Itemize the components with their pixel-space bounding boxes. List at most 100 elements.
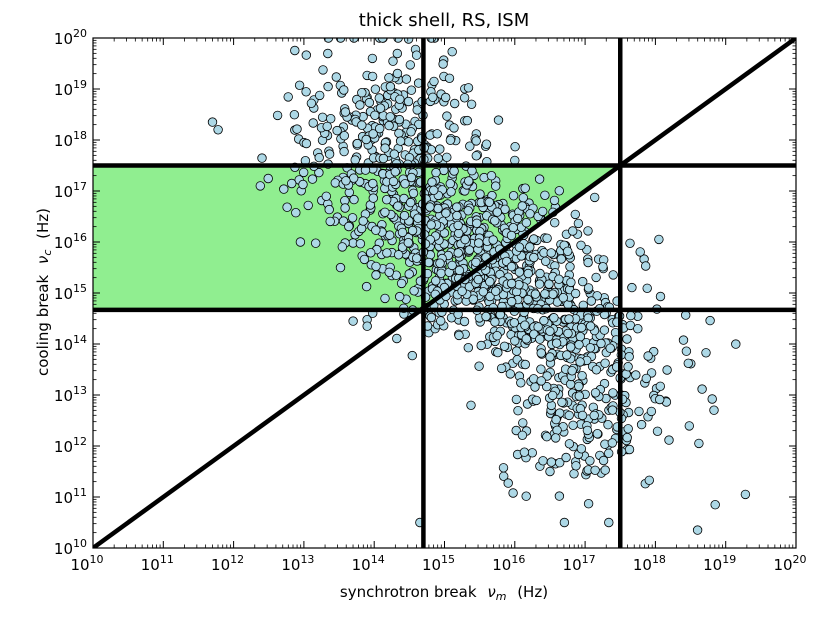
data-point <box>413 213 423 223</box>
data-point <box>583 257 593 268</box>
data-point <box>308 118 318 128</box>
data-point <box>598 455 609 466</box>
data-point <box>511 346 522 356</box>
data-point <box>507 296 517 307</box>
data-point <box>574 340 584 350</box>
data-point <box>554 491 565 501</box>
data-point <box>395 291 405 302</box>
data-point <box>292 124 302 134</box>
data-point <box>535 268 545 279</box>
data-point <box>598 262 608 272</box>
data-point <box>554 274 564 284</box>
data-point <box>279 184 289 194</box>
data-point <box>558 293 569 303</box>
data-point <box>367 71 378 82</box>
data-point <box>641 373 652 384</box>
data-point <box>643 351 653 361</box>
data-point <box>431 276 441 286</box>
data-point <box>545 352 555 362</box>
data-point <box>388 56 398 66</box>
data-point <box>257 153 267 163</box>
data-point <box>341 176 351 186</box>
data-point <box>475 189 485 199</box>
data-point <box>573 218 584 229</box>
data-point <box>589 410 599 421</box>
data-point <box>531 395 542 406</box>
data-point <box>511 425 521 436</box>
data-point <box>382 194 392 205</box>
data-point <box>403 96 414 107</box>
data-point <box>371 261 381 272</box>
data-point <box>321 191 332 202</box>
x-tick-label: 1015 <box>422 553 455 574</box>
data-point <box>536 348 546 358</box>
data-point <box>384 267 394 278</box>
data-point <box>636 419 647 430</box>
data-point <box>514 242 525 252</box>
data-point <box>492 207 503 217</box>
data-point <box>520 320 530 330</box>
data-point <box>465 141 475 151</box>
data-point <box>525 242 535 252</box>
data-point <box>513 213 523 224</box>
data-point <box>608 270 618 280</box>
data-point <box>348 316 358 326</box>
data-point <box>339 85 349 95</box>
data-point <box>350 155 360 165</box>
data-point <box>441 92 451 103</box>
axes-layer <box>92 37 797 549</box>
y-tick-label: 1012 <box>54 435 87 456</box>
data-point <box>583 226 593 236</box>
data-point <box>332 125 342 136</box>
data-point <box>540 289 550 299</box>
data-point <box>518 418 528 428</box>
x-axis-symbol: ν <box>487 583 495 601</box>
data-point <box>295 237 306 247</box>
y-axis-symbol: ν <box>34 256 52 264</box>
data-point <box>403 137 414 147</box>
data-point <box>575 332 586 342</box>
data-point <box>484 197 495 208</box>
data-point <box>622 432 632 443</box>
y-axis-unit: (Hz) <box>34 208 52 239</box>
data-point <box>355 238 366 249</box>
data-point <box>431 167 441 178</box>
data-point <box>607 405 618 415</box>
data-point <box>324 149 335 159</box>
data-point <box>436 316 446 326</box>
x-tick-label: 1011 <box>141 553 174 574</box>
data-point <box>462 115 473 126</box>
data-point <box>564 439 575 449</box>
data-point <box>429 76 439 87</box>
data-point <box>263 173 273 184</box>
y-tick-label: 1011 <box>54 486 87 507</box>
data-point <box>472 218 482 229</box>
data-point <box>400 179 410 189</box>
data-point <box>466 400 476 411</box>
data-point <box>481 139 492 149</box>
data-point <box>463 83 474 93</box>
data-point <box>549 195 560 206</box>
data-point <box>301 87 311 97</box>
data-point <box>634 406 644 417</box>
data-point <box>361 281 372 292</box>
data-point <box>435 258 445 268</box>
data-point <box>368 129 378 139</box>
data-point <box>424 257 434 268</box>
data-point <box>552 425 562 436</box>
data-point <box>592 429 603 439</box>
data-point <box>655 381 666 392</box>
data-point <box>436 268 446 279</box>
data-point <box>623 424 633 434</box>
data-point <box>496 363 507 374</box>
data-point <box>366 248 376 258</box>
data-point <box>406 85 417 95</box>
data-point <box>449 166 459 176</box>
data-point <box>517 430 528 441</box>
y-tick-label: 1017 <box>54 180 87 201</box>
data-point <box>576 444 587 454</box>
data-point <box>478 287 489 297</box>
data-point <box>492 331 502 341</box>
data-point <box>683 358 694 369</box>
